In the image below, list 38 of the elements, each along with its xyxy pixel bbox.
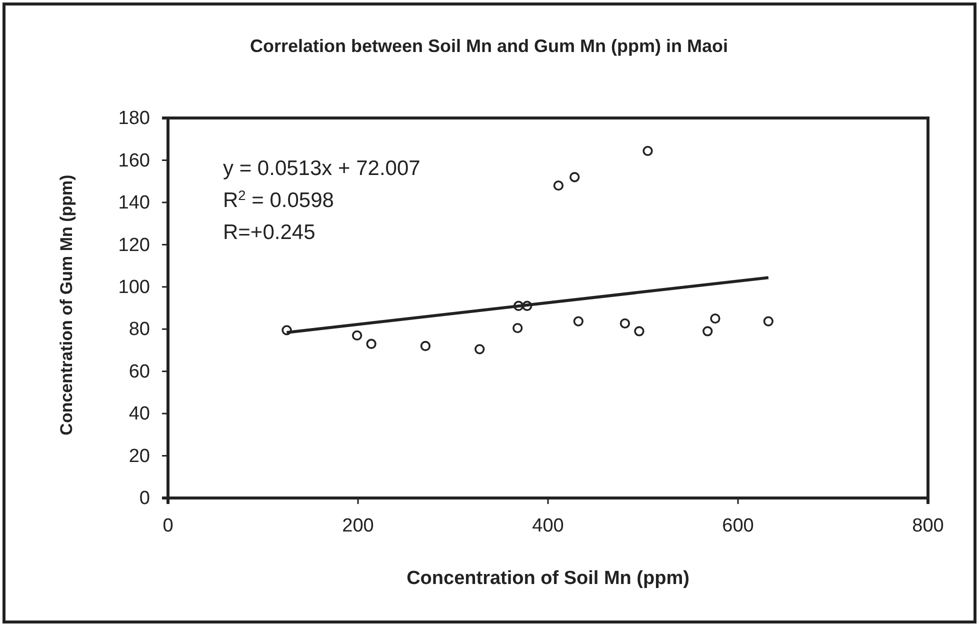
point [522,300,532,311]
x-axis-title: Concentration of Soil Mn (ppm) [406,568,690,589]
point [474,344,485,354]
point [573,316,584,326]
point [366,338,376,349]
point [642,146,653,156]
y-axis-title: Concentration of Gum Mn (ppm) [57,174,76,436]
y-tick-label: 120 [118,234,150,256]
y-tick-label: 0 [139,488,150,510]
annotation: R=+0.245 [223,221,316,244]
annotation: y = 0.0513x + 72.007 [223,157,420,180]
y-tick-label: 40 [128,404,150,425]
point [513,300,524,311]
y-tick-label: 160 [118,150,150,172]
y-tick-label: 80 [128,319,150,340]
point [420,340,431,352]
x-tick-label: 600 [722,515,754,536]
point [282,325,292,336]
x-tick-label: 200 [342,515,374,536]
point [352,330,362,341]
x-tick-label: 400 [532,515,564,536]
point [710,313,720,324]
y-tick-label: 60 [128,361,150,382]
point [620,318,630,328]
point [570,172,580,182]
point [763,316,774,326]
point [634,326,644,336]
y-tick-label: 100 [118,276,150,298]
point [512,322,523,334]
point [553,180,564,191]
y-tick-label: 140 [118,192,150,214]
x-tick-label: 0 [162,515,174,536]
annotation: R$^{2}$ = 0.0598 [223,188,334,212]
point [702,326,713,336]
x-tick-label: 800 [912,515,944,536]
y-tick-label: 180 [118,108,150,130]
y-tick-label: 20 [128,446,150,467]
chart-title: Correlation between Soil Mn and Gum Mn (ppm) in Maoi [250,36,728,56]
